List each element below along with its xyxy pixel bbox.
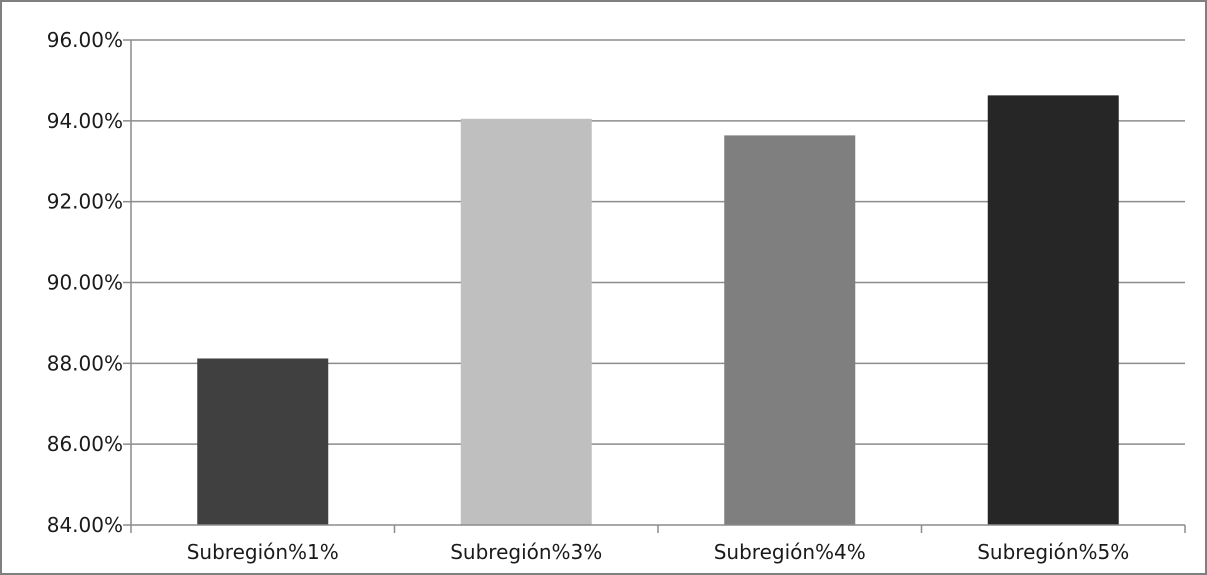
y-tick-label: 96.00% — [47, 28, 123, 52]
y-tick-label: 94.00% — [47, 109, 123, 133]
bar — [724, 135, 856, 525]
x-tick-label: Subregión%3% — [450, 540, 602, 564]
labels: 84.00% 86.00% 88.00% 90.00% 92.00% 94.00% 96.0… — [47, 28, 1130, 564]
axes — [123, 39, 1186, 533]
x-tick-label: Subregión%4% — [714, 540, 866, 564]
x-tick-label: Subregión%1% — [187, 540, 339, 564]
y-tick-label: 88.00% — [47, 351, 123, 375]
bar — [987, 95, 1119, 525]
bars — [197, 95, 1119, 525]
y-tick-label: 90.00% — [47, 271, 123, 295]
y-tick-label: 86.00% — [47, 432, 123, 456]
bar — [197, 358, 329, 525]
bar — [460, 118, 592, 525]
y-tick-label: 84.00% — [47, 513, 123, 537]
y-tick-label: 92.00% — [47, 190, 123, 214]
x-tick-label: Subregión%5% — [977, 540, 1129, 564]
